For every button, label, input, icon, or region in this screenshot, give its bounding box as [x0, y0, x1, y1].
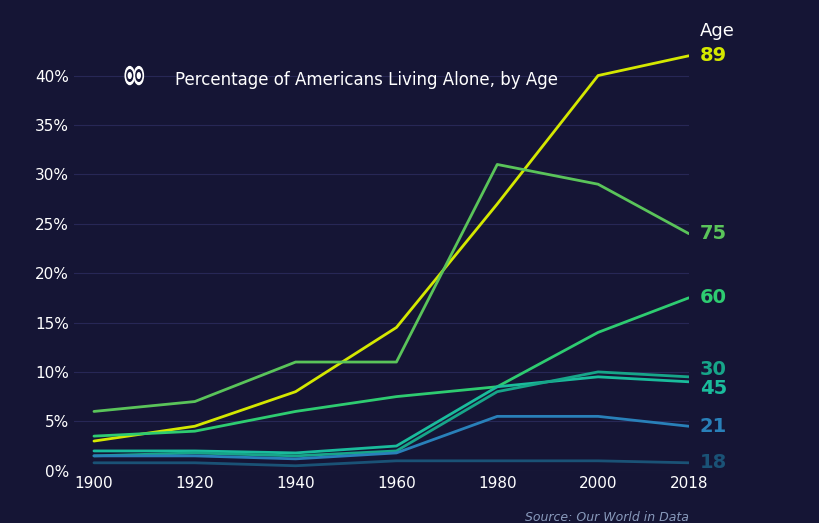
Circle shape: [136, 70, 142, 81]
Text: Age: Age: [699, 22, 734, 40]
Text: Source: Our World in Data: Source: Our World in Data: [524, 510, 688, 523]
Circle shape: [127, 70, 133, 81]
Circle shape: [125, 66, 134, 85]
Circle shape: [128, 73, 131, 78]
Text: 45: 45: [699, 379, 726, 398]
Circle shape: [134, 66, 143, 85]
Circle shape: [138, 73, 140, 78]
Text: 60: 60: [699, 288, 726, 308]
Text: 89: 89: [699, 47, 726, 65]
Text: Percentage of Americans Living Alone, by Age: Percentage of Americans Living Alone, by…: [174, 72, 557, 89]
Text: 75: 75: [699, 224, 726, 243]
Text: 21: 21: [699, 417, 726, 436]
Text: 18: 18: [699, 453, 726, 472]
Text: 30: 30: [699, 360, 726, 379]
